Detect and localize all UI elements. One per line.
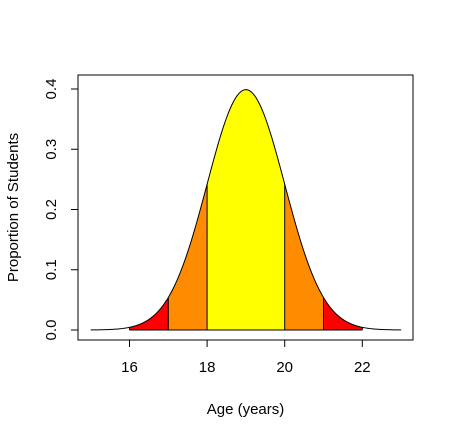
x-axis-title: Age (years) [207, 401, 285, 418]
y-tick-label: 0.4 [43, 79, 60, 100]
x-tick-label: 16 [121, 359, 138, 376]
y-tick-label: 0.3 [43, 139, 60, 160]
shaded-bands [129, 89, 363, 330]
band-dividers [129, 184, 363, 331]
x-tick-label: 20 [276, 359, 293, 376]
band-3 [207, 89, 285, 330]
density-curve [90, 89, 402, 331]
band-1 [129, 297, 169, 330]
band-5 [323, 297, 363, 330]
y-tick-label: 0.0 [43, 320, 60, 341]
y-tick-label: 0.1 [43, 259, 60, 280]
y-tick-label: 0.2 [43, 199, 60, 220]
y-axis-title: Proportion of Students [5, 133, 22, 282]
x-tick-label: 18 [199, 359, 216, 376]
x-axis: 16 18 20 22 [121, 339, 371, 376]
x-tick-label: 22 [354, 359, 371, 376]
y-axis: 0.0 0.1 0.2 0.3 0.4 [43, 79, 79, 341]
